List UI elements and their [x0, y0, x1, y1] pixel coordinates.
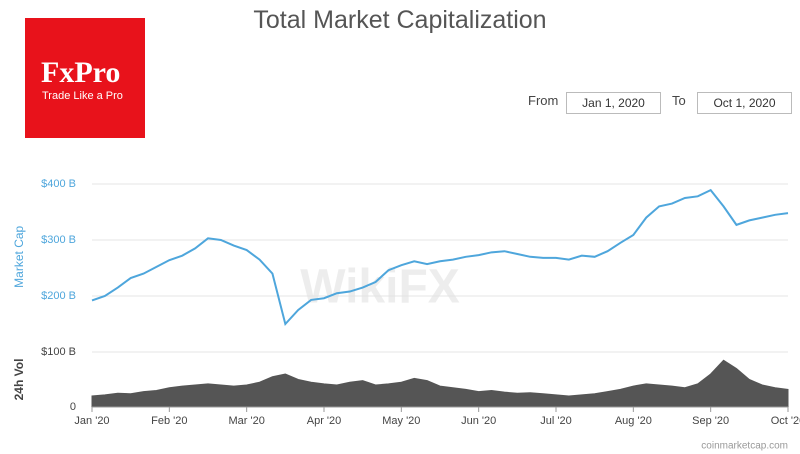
logo[interactable]: FxPro Trade Like a Pro	[25, 18, 145, 138]
y-axis-label: Market Cap	[12, 225, 26, 287]
y-tick-label: 0	[70, 401, 76, 413]
credit: coinmarketcap.com	[701, 441, 788, 452]
market-cap-line	[91, 188, 789, 327]
y-tick-label: $200 B	[41, 290, 76, 302]
chart-title: Total Market Capitalization	[253, 6, 547, 34]
to-date-input[interactable]: Oct 1, 2020	[697, 92, 792, 114]
x-tick-label: Aug '20	[615, 415, 652, 427]
x-tick-label: Jul '20	[540, 415, 571, 427]
logo-tagline: Trade Like a Pro	[42, 90, 123, 102]
x-tick-label: May '20	[382, 415, 420, 427]
y-tick-label: $100 B	[41, 346, 76, 358]
y-axis-label: 24h Vol	[12, 359, 26, 401]
watermark: WikiFX	[300, 261, 460, 314]
from-label: From	[528, 93, 559, 108]
x-tick-label: Apr '20	[307, 415, 342, 427]
y-tick-label: $400 B	[41, 178, 76, 190]
x-tick-label: Jan '20	[74, 415, 109, 427]
x-tick-label: Feb '20	[151, 415, 187, 427]
x-tick-label: Mar '20	[228, 415, 264, 427]
x-tick-label: Sep '20	[692, 415, 729, 427]
x-tick-label: Oct '20	[771, 415, 800, 427]
from-date-input[interactable]: Jan 1, 2020	[566, 92, 661, 114]
logo-brand: FxPro	[41, 56, 121, 89]
to-label: To	[672, 93, 686, 108]
volume-area	[91, 359, 789, 408]
x-tick-label: Jun '20	[461, 415, 496, 427]
y-tick-label: $300 B	[41, 234, 76, 246]
